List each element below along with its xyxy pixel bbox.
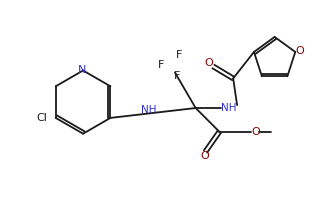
Text: NH: NH — [141, 105, 157, 115]
Text: N: N — [78, 64, 86, 75]
Text: NH: NH — [221, 103, 237, 113]
Text: F: F — [158, 60, 164, 70]
Text: O: O — [200, 151, 209, 161]
Text: O: O — [296, 46, 305, 56]
Text: O: O — [204, 58, 213, 68]
Text: Cl: Cl — [37, 113, 47, 123]
Text: F: F — [174, 72, 180, 81]
Text: O: O — [252, 127, 260, 137]
Text: F: F — [176, 50, 182, 60]
